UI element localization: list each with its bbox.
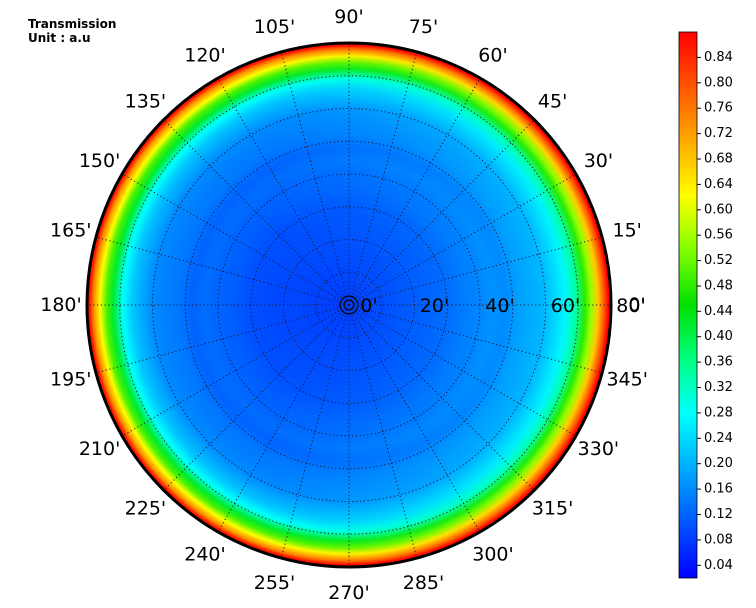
angle-tick-label: 210': [79, 438, 121, 460]
colorbar-tick-label: 0.80: [704, 75, 733, 90]
colorbar-tick-label: 0.64: [704, 177, 733, 192]
center-ring-outer: [339, 295, 359, 315]
colorbar: 0.04 0.08 0.12 0.16 0.20 0.24 0.28 0.32 0.36 0.40…: [678, 31, 733, 579]
angle-tick-label: 105': [254, 16, 296, 38]
angle-tick-label: 0': [628, 294, 645, 316]
angle-tick-label: 15': [612, 220, 641, 242]
radial-tick-label: 20': [420, 295, 449, 317]
colorbar-tick-label: 0.04: [704, 558, 733, 573]
polar-boundary: [85, 41, 613, 569]
angle-tick-label: 240': [184, 543, 226, 565]
angle-tick-label: 60': [478, 45, 507, 67]
radial-tick-label: 60': [551, 295, 580, 317]
angle-tick-label: 45': [538, 90, 567, 112]
colorbar-tick-label: 0.08: [704, 532, 733, 547]
colorbar-tick-label: 0.56: [704, 228, 733, 243]
colorbar-tick-label: 0.72: [704, 126, 733, 141]
radial-tick-label: 40': [485, 295, 514, 317]
colorbar-tick-label: 0.40: [704, 329, 733, 344]
colorbar-tick-label: 0.52: [704, 253, 733, 268]
angle-tick-label: 225': [125, 498, 167, 520]
grid-ring: [217, 173, 481, 437]
colorbar-tick-label: 0.32: [704, 380, 733, 395]
angle-tick-label: 30': [584, 150, 613, 172]
colorbar-tick-label: 0.76: [704, 101, 733, 116]
angle-tick-label: 315': [532, 498, 574, 520]
colorbar-tick-label: 0.20: [704, 456, 733, 471]
angle-tick-label: 90': [334, 6, 363, 28]
grid-ring: [250, 206, 448, 404]
radial-tick-label: 80': [616, 295, 645, 317]
radial-tick-label: 0': [360, 295, 377, 317]
chart-title: Transmission Unit : a.u: [28, 17, 116, 45]
angle-tick-label: 330': [578, 438, 620, 460]
angle-tick-label: 75': [409, 16, 438, 38]
angular-tick-labels: 0' 15' 30' 45' 60' 75' 90' 105' 120' 135' 150' 165'…: [40, 6, 648, 604]
grid-ring: [119, 75, 579, 535]
angle-tick-label: 285': [403, 572, 445, 594]
colorbar-tick-label: 0.84: [704, 50, 733, 65]
angle-tick-label: 270': [328, 582, 370, 604]
colorbar-scale: [678, 31, 698, 579]
colorbar-tick-label: 0.48: [704, 279, 733, 294]
angle-tick-label: 150': [79, 150, 121, 172]
colorbar-tick-label: 0.28: [704, 405, 733, 420]
angle-tick-label: 300': [472, 543, 514, 565]
colorbar-tick-label: 0.12: [704, 507, 733, 522]
angle-tick-label: 135': [125, 90, 167, 112]
grid-ring: [315, 271, 383, 339]
colorbar-tick-label: 0.68: [704, 152, 733, 167]
angle-tick-label: 195': [50, 369, 92, 391]
colorbar-tick-label: 0.44: [704, 304, 733, 319]
colorbar-tick-label: 0.36: [704, 355, 733, 370]
colorbar-tick-label: 0.24: [704, 431, 733, 446]
angle-tick-label: 255': [254, 572, 296, 594]
angular-grid-spokes: [87, 43, 611, 567]
chart-title-line-2: Unit : a.u: [28, 31, 91, 45]
colorbar-tick-label: 0.60: [704, 202, 733, 217]
angle-tick-label: 165': [50, 220, 92, 242]
angle-tick-label: 120': [184, 45, 226, 67]
angle-tick-label: 180': [40, 294, 82, 316]
radial-tick-labels: 0' 20' 40' 60' 80': [360, 295, 645, 317]
grid-ring: [152, 108, 546, 502]
plot-outline: [85, 41, 613, 569]
angle-tick-label: 345': [606, 369, 648, 391]
chart-title-line-1: Transmission: [28, 17, 117, 31]
colorbar-tick-label: 0.16: [704, 482, 733, 497]
